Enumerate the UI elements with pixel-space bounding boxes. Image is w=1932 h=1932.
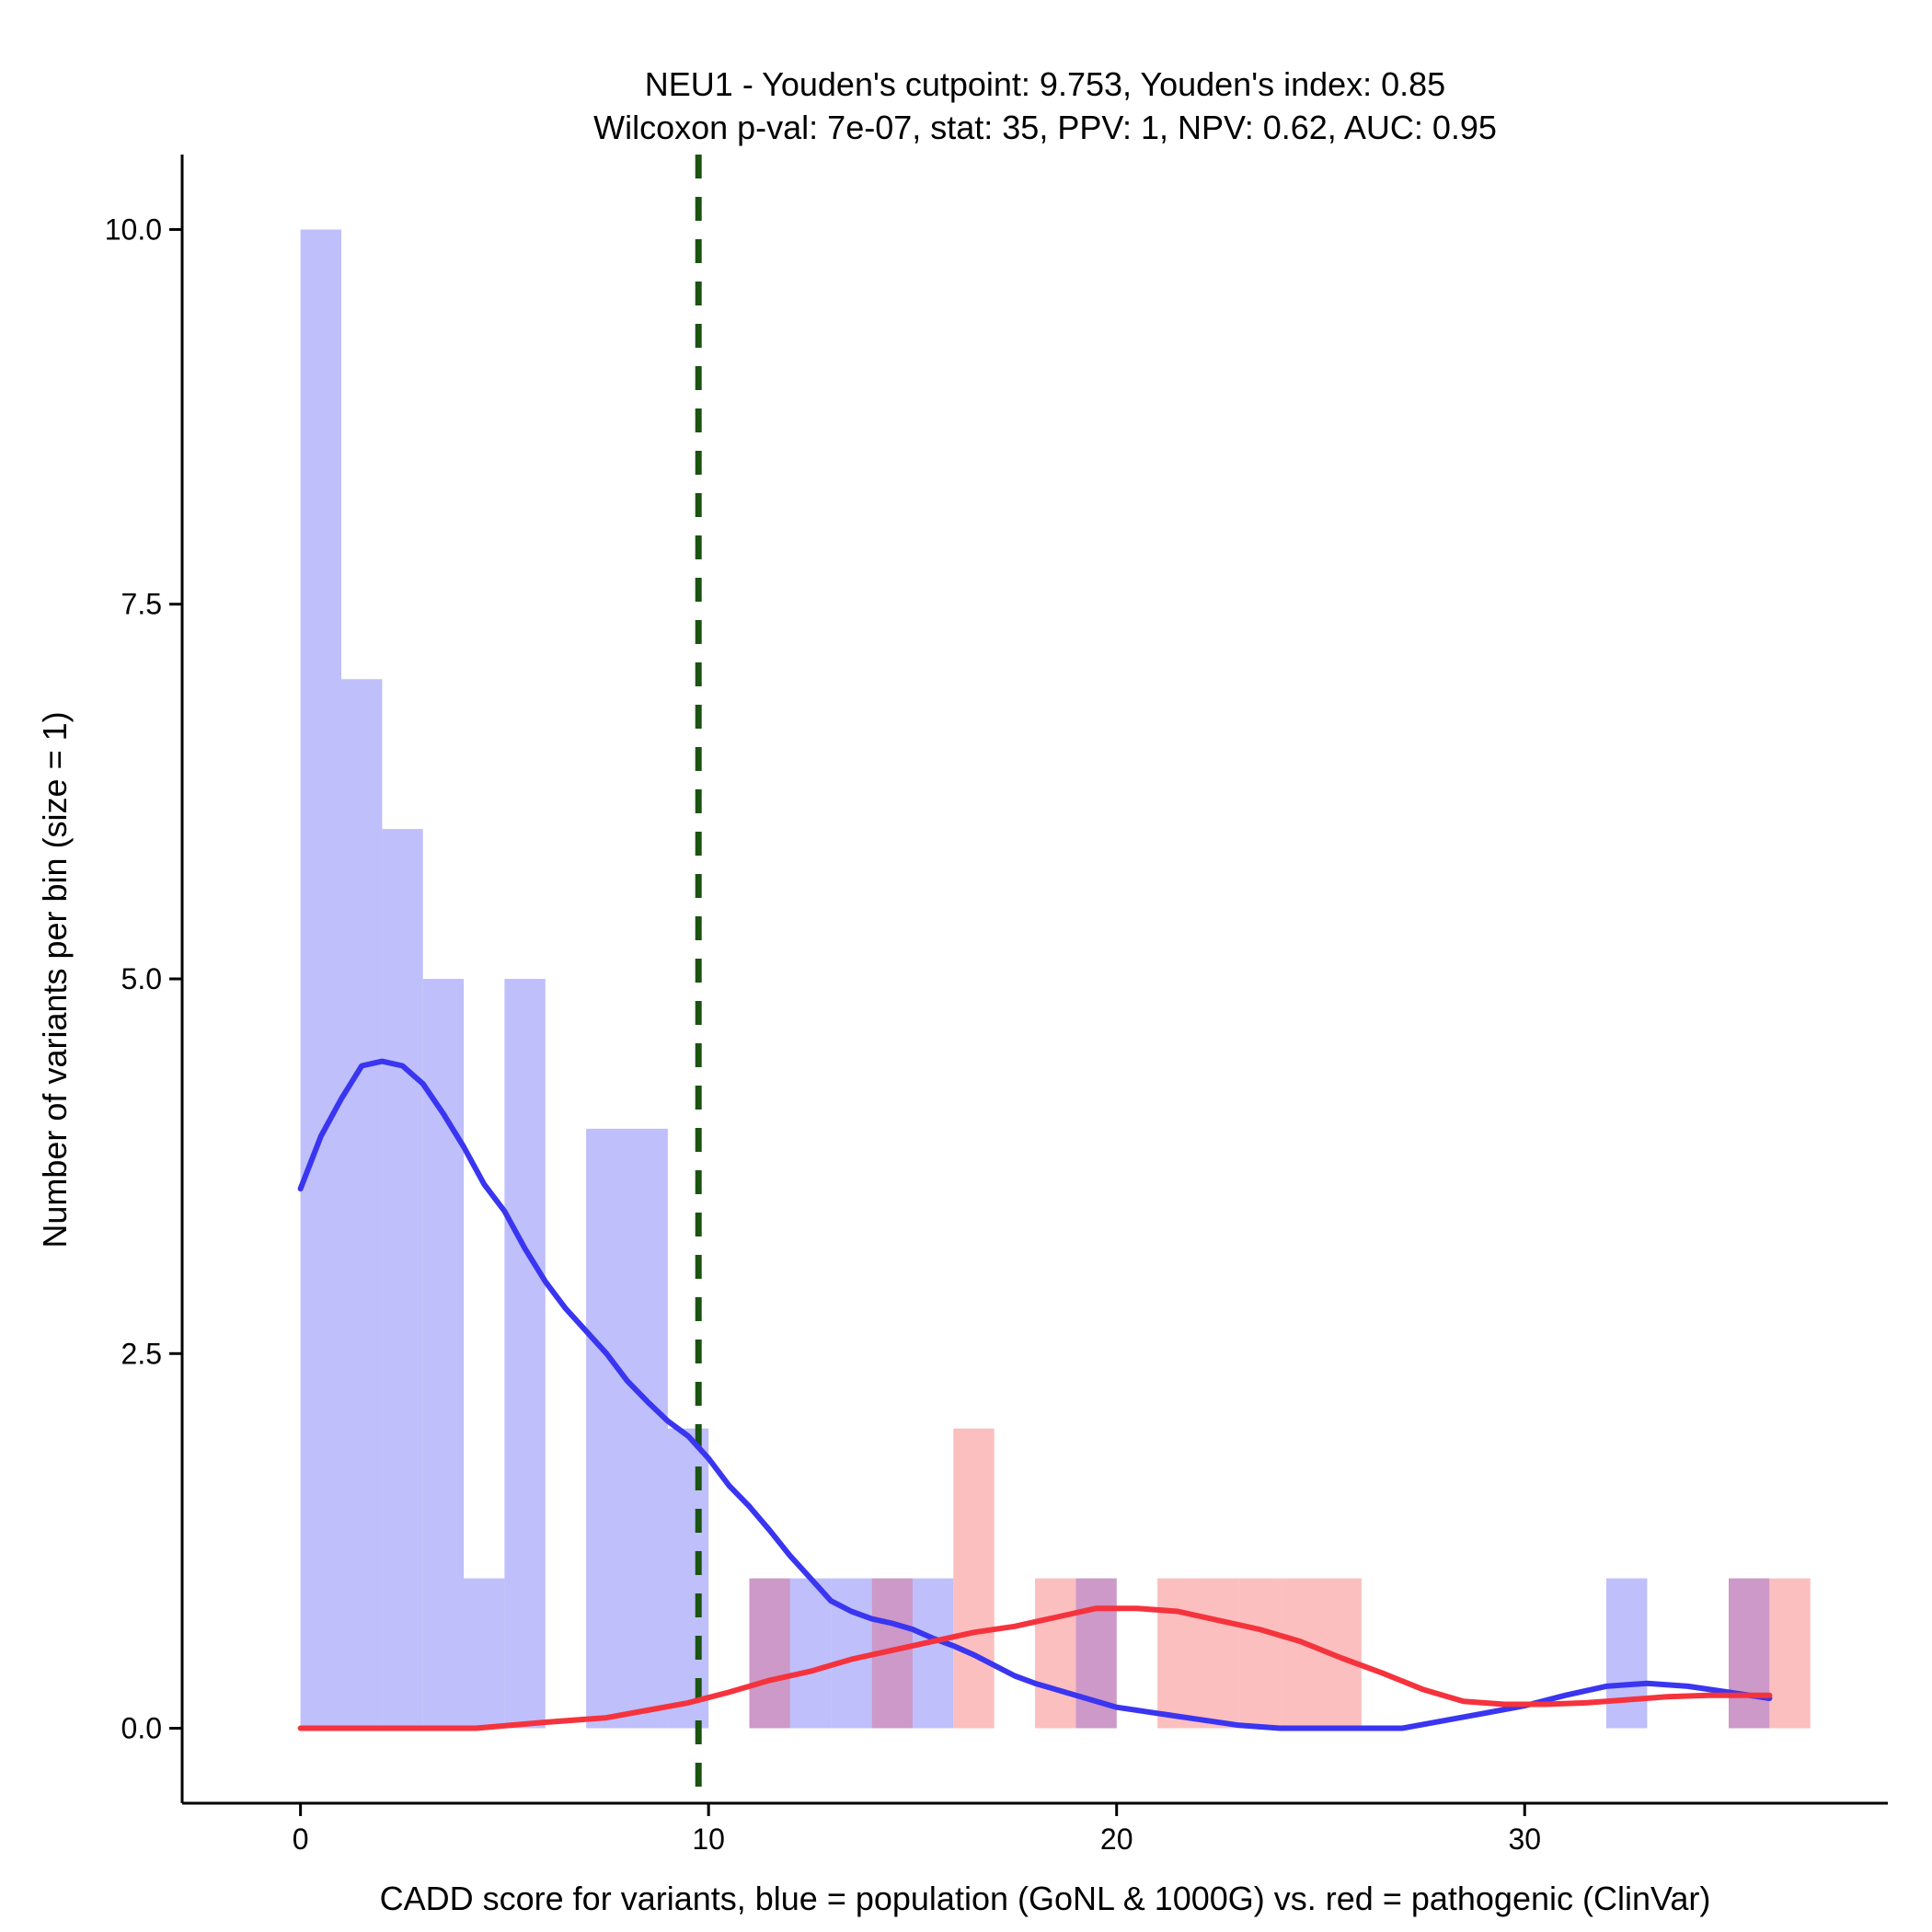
y-tick-label: 2.5 — [121, 1337, 162, 1370]
histogram-bar-pathogenic — [1035, 1578, 1076, 1729]
histogram-bar-population — [504, 979, 546, 1729]
axes: 0 10 20 30 0.0 2.5 5.0 7.5 10.0 — [105, 155, 1888, 1856]
histogram-bar-population — [382, 829, 423, 1729]
histogram-bar-population — [1606, 1578, 1648, 1729]
y-tick-label: 5.0 — [121, 962, 162, 995]
x-tick-label: 20 — [1100, 1823, 1133, 1856]
histogram-bar-population — [586, 1128, 627, 1729]
population-density-line — [297, 1058, 1773, 1731]
histogram-bar-pathogenic — [1198, 1578, 1239, 1729]
histogram-bar-population — [300, 229, 341, 1729]
pathogenic-density-line — [297, 1605, 1773, 1731]
chart-subtitle: Wilcoxon p-val: 7e-07, stat: 35, PPV: 1,… — [593, 109, 1497, 146]
histogram-bar-population — [789, 1578, 832, 1729]
histogram-bars — [300, 229, 1811, 1729]
histogram-bar-population — [912, 1578, 954, 1729]
y-axis-label: Number of variants per bin (size = 1) — [36, 711, 74, 1248]
histogram-bar-population — [422, 979, 465, 1729]
chart-title: NEU1 - Youden's cutpoint: 9.753, Youden'… — [645, 65, 1445, 103]
histogram-bar-pathogenic — [1238, 1578, 1281, 1729]
x-tick-label: 30 — [1508, 1823, 1541, 1856]
x-tick-label: 10 — [692, 1823, 725, 1856]
x-tick-label: 0 — [293, 1823, 309, 1856]
density-curves — [297, 155, 1773, 1803]
y-tick-label: 0.0 — [121, 1712, 162, 1745]
histogram-bar-population — [341, 679, 383, 1729]
histogram-bar-overlap — [749, 1578, 790, 1729]
histogram-bar-population — [831, 1578, 872, 1729]
histogram-bar-population — [667, 1428, 709, 1729]
histogram-bar-pathogenic — [953, 1428, 995, 1729]
y-tick-label: 10.0 — [105, 213, 162, 246]
histogram-bar-pathogenic — [1769, 1578, 1811, 1729]
histogram-bar-population — [627, 1128, 668, 1729]
y-tick-label: 7.5 — [121, 588, 162, 621]
histogram-bar-pathogenic — [1280, 1578, 1321, 1729]
histogram-bar-overlap — [1729, 1578, 1770, 1729]
histogram-bar-pathogenic — [1157, 1578, 1199, 1729]
x-axis-label: CADD score for variants, blue = populati… — [380, 1880, 1711, 1917]
histogram-bar-population — [464, 1578, 505, 1729]
